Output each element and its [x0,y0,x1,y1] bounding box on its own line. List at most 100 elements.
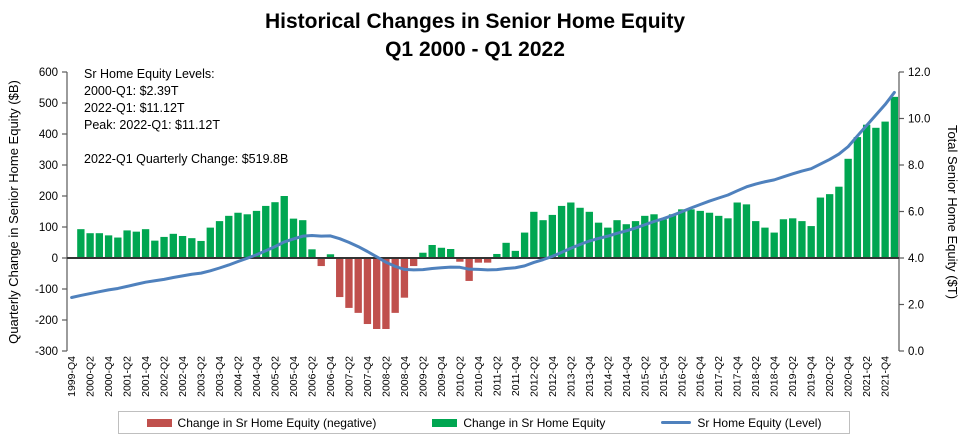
bar-positive [585,211,593,258]
right-axis-tick-label: 6.0 [908,207,924,219]
left-axis-tick-label: 200 [39,191,58,203]
bar-positive [890,96,899,258]
bar-positive [881,121,889,258]
bar-positive [770,232,778,258]
x-axis-tick-label: 2017-Q4 [732,356,744,397]
bar-positive [650,214,658,258]
bar-positive [761,227,769,258]
left-axis-tick-label: 400 [39,129,58,141]
bar-positive [234,212,242,258]
bar-positive [206,227,214,258]
chart-title-line1: Historical Changes in Senior Home Equity [264,10,686,33]
legend-line-marker-2 [661,420,692,425]
left-axis-title: Quarterly Change in Senior Home Equity (… [6,80,21,344]
x-axis-tick-label: 2012-Q2 [528,356,540,397]
bar-positive [225,215,233,258]
bar-positive [271,202,279,258]
bar-positive [160,236,168,258]
bar-positive [178,235,187,258]
bar-positive [622,224,630,258]
x-axis-tick-label: 2013-Q4 [584,356,596,397]
bar-negative [317,258,325,267]
legend-item-2: Sr Home Equity (Level) [661,416,821,430]
bar-positive [169,233,177,258]
x-axis-tick-label: 2015-Q2 [639,356,651,397]
x-axis-tick-label: 2019-Q2 [787,356,799,397]
bar-positive [807,226,815,258]
bar-positive [641,215,649,258]
x-axis-tick-label: 2014-Q2 [602,356,614,397]
bar-positive [798,221,806,258]
legend-swatch-1 [432,418,458,427]
chart-title-line2: Q1 2000 - Q1 2022 [385,38,565,61]
bar-positive [511,250,520,258]
bar-positive [86,233,94,258]
equity-levels-annotation: Sr Home Equity Levels: 2000-Q1: $2.39T 2… [84,66,288,168]
bar-positive [567,202,575,258]
bar-negative [474,258,483,263]
bar-positive [299,220,307,258]
bar-positive [493,253,501,258]
right-axis-title: Total Senior Home Equity ($T) [945,124,960,300]
legend-label-0: Change in Sr Home Equity (negative) [177,415,377,430]
x-axis-tick-label: 2004-Q2 [233,356,245,397]
left-axis-tick-label: 100 [39,222,58,234]
bar-positive [446,249,455,258]
bar-positive [742,204,751,258]
annotation-2022q1-level: 2022-Q1: $11.12T [84,101,185,115]
bar-negative [400,258,409,298]
bar-positive [437,247,446,258]
bar-positive [557,205,566,258]
left-axis-tick-label: -100 [35,284,58,296]
bar-negative [409,258,418,267]
x-axis-tick-label: 2013-Q2 [565,356,577,397]
right-axis-tick-label: 10.0 [908,114,930,126]
bar-positive [825,194,834,258]
x-axis-tick-label: 2009-Q4 [436,356,448,397]
x-axis-tick-label: 2000-Q4 [103,356,115,397]
x-axis-tick-label: 2018-Q2 [750,356,762,397]
bar-positive [262,205,270,258]
legend: Change in Sr Home Equity (negative) Chang… [118,411,850,434]
x-axis-tick-label: 2005-Q2 [270,356,282,397]
bar-negative [382,258,390,329]
bar-positive [243,214,251,258]
left-axis-tick-label: 600 [39,67,58,79]
bar-positive [696,210,704,258]
bar-positive [326,254,335,258]
bar-positive [104,235,113,258]
bar-positive [141,229,150,258]
bar-positive [844,158,852,258]
bar-positive [752,221,760,258]
left-axis-tick-label: 300 [39,160,58,172]
equity-level-line [70,90,896,300]
x-axis-tick-label: 2004-Q4 [251,356,263,397]
x-axis-tick-label: 2010-Q4 [473,356,485,397]
x-axis-tick-label: 2001-Q2 [122,356,134,397]
bar-positive [816,197,825,258]
bar-positive [123,230,131,258]
right-axis-tick-label: 2.0 [908,300,924,312]
x-axis-tick-label: 2020-Q4 [843,356,855,397]
bar-positive [197,240,205,258]
annotation-peak-level: Peak: 2022-Q1: $11.12T [84,118,220,132]
bar-positive [613,220,621,258]
bar-negative [336,258,344,298]
bar-negative [345,258,353,308]
x-axis-tick-label: 2006-Q2 [306,356,318,397]
right-axis-tick-label: 8.0 [908,160,924,172]
x-axis-tick-label: 2001-Q4 [140,356,152,397]
x-axis-tick-label: 2021-Q4 [880,356,892,397]
bar-positive [530,211,538,258]
x-axis-tick-label: 2012-Q4 [547,356,559,397]
bar-positive [705,212,714,258]
legend-swatch-0 [146,418,172,427]
x-axis-tick-label: 2002-Q2 [159,356,171,397]
x-axis-tick-label: 2010-Q2 [454,356,466,397]
bar-positive [132,231,140,258]
bar-positive [252,210,261,258]
x-axis-tick-label: 2009-Q2 [417,356,429,397]
bar-positive [715,215,723,258]
legend-item-1: Change in Sr Home Equity [432,416,605,430]
